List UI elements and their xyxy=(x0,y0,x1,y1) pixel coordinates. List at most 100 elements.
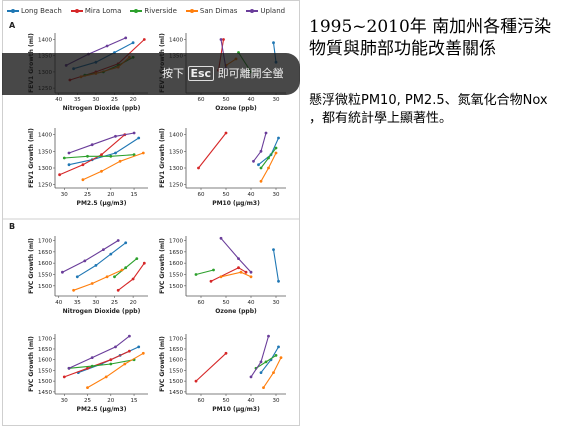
x-axis-label: PM10 (µg/m3) xyxy=(212,200,260,207)
data-point xyxy=(259,371,263,374)
data-point xyxy=(131,277,135,281)
x-tick-label: 15 xyxy=(131,398,138,404)
data-point xyxy=(277,345,280,349)
data-point xyxy=(194,379,198,383)
data-point xyxy=(259,179,263,183)
data-point xyxy=(219,236,223,240)
data-point xyxy=(239,270,243,274)
y-tick-label: 1500 xyxy=(38,379,52,385)
data-point xyxy=(237,257,240,260)
data-point xyxy=(104,375,108,379)
data-point xyxy=(100,153,103,157)
x-tick-label: 20 xyxy=(130,97,137,103)
legend: Long Beach Mira Loma Riverside San Dimas Upl… xyxy=(7,5,285,17)
y-tick-label: 1700 xyxy=(38,336,52,342)
data-point xyxy=(109,154,113,158)
x-tick-label: 40 xyxy=(55,300,62,306)
x-tick-label: 30 xyxy=(273,300,280,306)
y-tick-label: 1650 xyxy=(169,347,183,353)
x-tick-label: 30 xyxy=(92,300,99,306)
data-point xyxy=(249,275,253,279)
data-point xyxy=(141,351,145,355)
x-tick-label: 40 xyxy=(248,300,255,306)
notice-suffix: 即可離開全螢 xyxy=(217,67,284,80)
data-point xyxy=(128,334,131,338)
x-tick-label: 40 xyxy=(248,97,255,103)
data-point xyxy=(105,275,109,279)
y-tick-label: 1600 xyxy=(169,358,183,364)
data-point xyxy=(102,248,105,252)
y-tick-label: 1650 xyxy=(38,347,52,353)
x-tick-label: 60 xyxy=(198,192,205,198)
data-point xyxy=(100,169,103,173)
data-point xyxy=(86,366,89,370)
data-point xyxy=(272,371,275,374)
data-point xyxy=(141,151,145,155)
y-tick-label: 1250 xyxy=(38,183,52,189)
x-tick-label: 50 xyxy=(223,97,230,103)
x-tick-label: 25 xyxy=(111,300,118,306)
y-tick-label: 1300 xyxy=(169,166,183,172)
data-point xyxy=(86,386,89,389)
x-tick-label: 25 xyxy=(84,398,91,404)
series-line xyxy=(195,269,214,276)
x-tick-label: 50 xyxy=(223,192,230,198)
data-point xyxy=(83,259,87,263)
legend-swatch xyxy=(246,8,259,13)
y-tick-label: 1450 xyxy=(169,390,183,396)
series-line xyxy=(195,352,227,382)
series-line xyxy=(68,335,130,369)
data-point xyxy=(212,268,215,272)
data-point xyxy=(67,151,71,155)
y-tick-label: 1600 xyxy=(38,261,52,267)
x-tick-label: 35 xyxy=(74,97,81,103)
data-point xyxy=(209,279,213,283)
data-point xyxy=(137,345,141,349)
data-point xyxy=(132,153,136,157)
data-point xyxy=(114,134,117,138)
y-tick-label: 1350 xyxy=(38,149,52,155)
y-tick-label: 1400 xyxy=(38,133,52,139)
x-axis-label: Ozone (ppb) xyxy=(215,105,257,112)
series-line xyxy=(68,137,139,166)
data-point xyxy=(222,38,225,41)
data-point xyxy=(224,131,228,135)
x-tick-label: 30 xyxy=(61,398,68,404)
data-point xyxy=(62,156,66,160)
series-line xyxy=(82,152,144,181)
y-axis-label: FVC Growth (ml) xyxy=(28,238,35,294)
x-axis-label: Ozone (ppb) xyxy=(215,308,257,315)
y-axis-label: FVC Growth (ml) xyxy=(159,336,166,392)
y-tick-label: 1600 xyxy=(169,261,183,267)
data-point xyxy=(123,362,127,366)
data-point xyxy=(259,166,263,170)
y-tick-label: 1550 xyxy=(169,272,183,278)
x-tick-label: 50 xyxy=(223,398,230,404)
series-line xyxy=(87,352,144,389)
x-axis-label: Nitrogen Dioxide (ppb) xyxy=(63,308,141,315)
section-label-a: A xyxy=(9,21,16,30)
series-line xyxy=(77,242,127,278)
y-tick-label: 1350 xyxy=(169,149,183,155)
data-point xyxy=(277,279,280,283)
series-line xyxy=(68,359,135,369)
y-tick-label: 1600 xyxy=(38,358,52,364)
x-tick-label: 60 xyxy=(198,97,205,103)
y-tick-label: 1500 xyxy=(169,284,183,290)
y-tick-label: 1400 xyxy=(169,133,183,139)
y-axis-label: FVC Growth (ml) xyxy=(159,238,166,294)
y-axis-label: FVC Growth (ml) xyxy=(28,336,35,392)
legend-swatch xyxy=(130,8,143,13)
data-point xyxy=(194,273,198,276)
data-point xyxy=(131,41,135,45)
y-tick-label: 1650 xyxy=(169,250,183,256)
data-point xyxy=(132,131,136,135)
x-tick-label: 40 xyxy=(55,97,62,103)
series-line xyxy=(220,237,252,273)
series-line xyxy=(117,262,145,291)
slide-body: 懸浮微粒PM10, PM2.5、氮氧化合物Nox ，都有統計學上顯著性。 xyxy=(309,93,548,126)
data-point xyxy=(272,248,275,252)
data-point xyxy=(67,163,71,167)
data-point xyxy=(224,351,228,355)
data-point xyxy=(279,356,283,359)
